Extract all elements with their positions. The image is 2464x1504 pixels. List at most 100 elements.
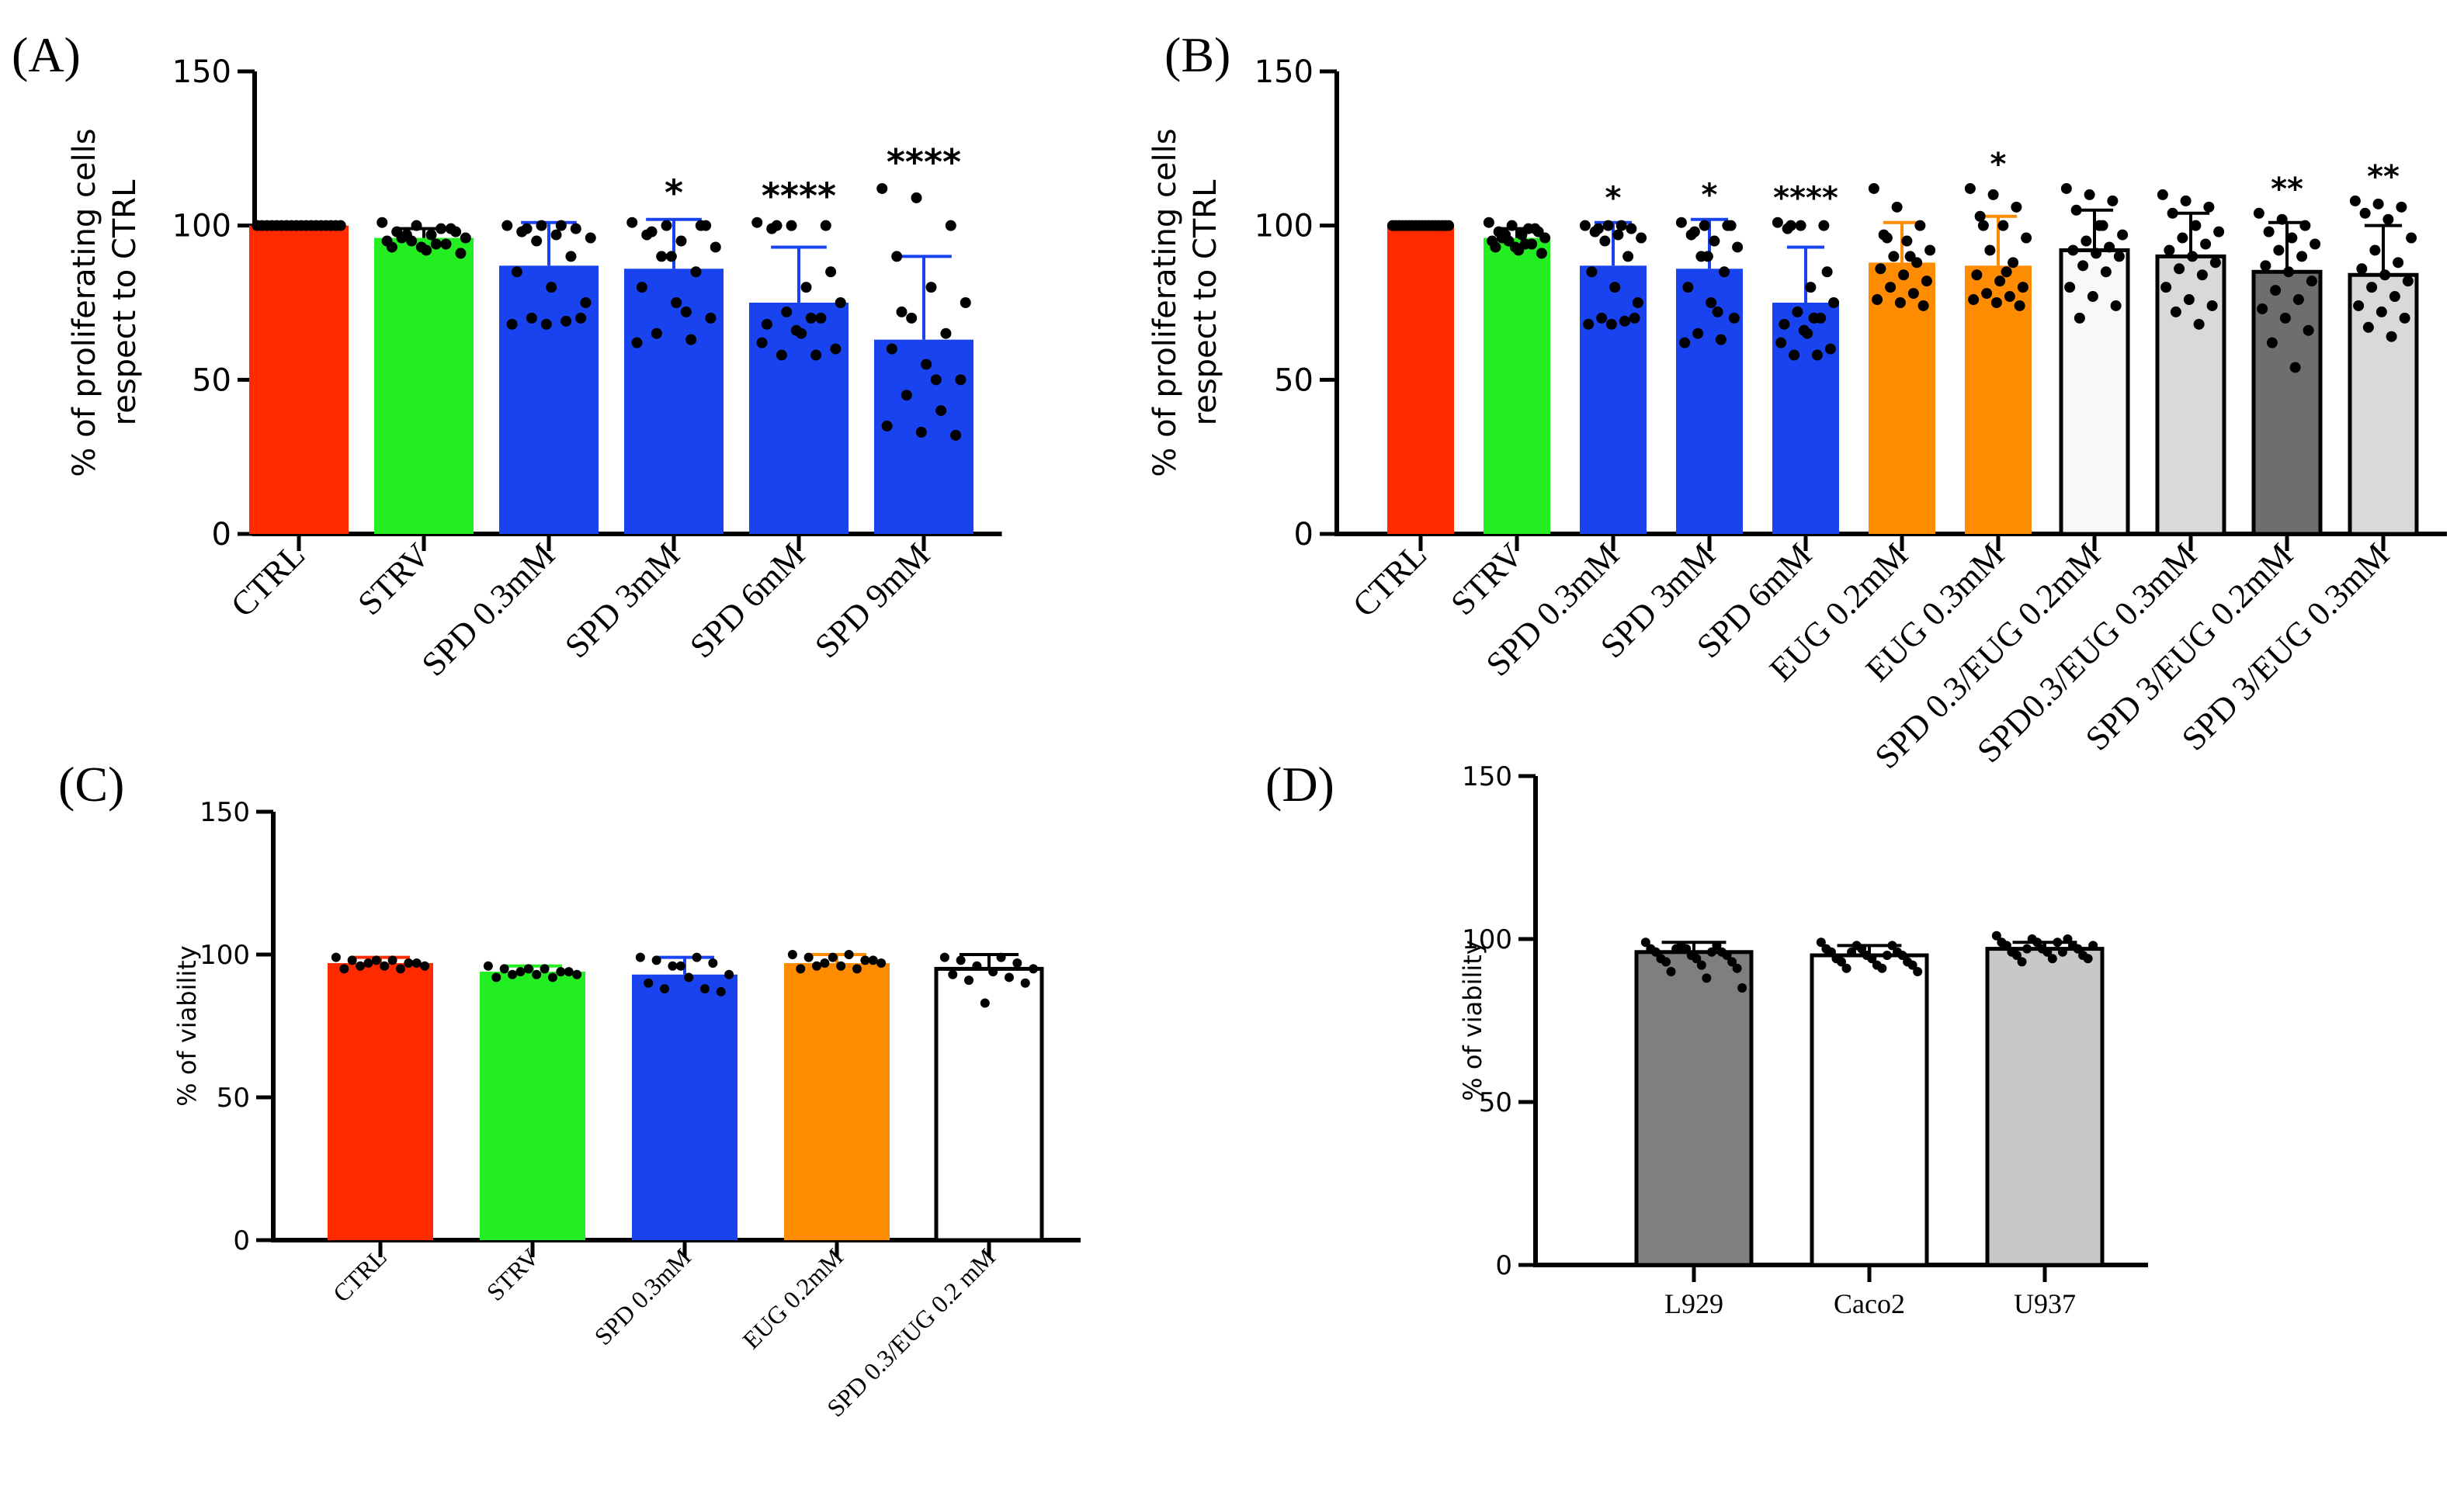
data-point (668, 961, 678, 971)
data-point (1974, 210, 1986, 222)
data-point (331, 952, 341, 962)
data-point (483, 961, 493, 971)
data-point (2083, 954, 2093, 964)
data-point (1775, 337, 1787, 348)
data-point (825, 266, 837, 278)
data-point (2022, 944, 2032, 954)
data-point (835, 297, 846, 308)
data-point (560, 315, 572, 327)
data-point (1629, 312, 1640, 324)
data-point (1847, 947, 1857, 957)
data-point (2160, 282, 2172, 293)
data-point (690, 266, 702, 278)
data-point (2042, 947, 2053, 957)
data-point (532, 969, 542, 979)
data-point (1579, 220, 1591, 231)
data-point (1671, 944, 1681, 954)
data-point (1727, 957, 1737, 967)
data-point (1020, 978, 1030, 988)
data-point (1789, 349, 1800, 361)
data-point (886, 343, 897, 355)
data-point (450, 226, 462, 237)
significance-label: * (665, 172, 683, 214)
y-tick-label: 0 (233, 1225, 250, 1256)
data-point (1990, 297, 2002, 308)
data-point (751, 217, 763, 228)
data-point (396, 232, 408, 244)
data-point (506, 318, 518, 330)
data-point (580, 297, 592, 308)
data-point (1602, 220, 1614, 231)
y-tick-label: 150 (1255, 54, 1314, 90)
data-point (2393, 257, 2404, 269)
data-point (1612, 229, 1624, 241)
data-point (2366, 282, 2378, 293)
data-point (371, 955, 381, 965)
data-point (1712, 306, 1723, 317)
data-point (1981, 288, 1993, 300)
data-point (1390, 220, 1402, 231)
data-point (1917, 300, 1929, 311)
data-point (964, 976, 974, 986)
data-point (2406, 232, 2417, 244)
significance-label: * (1990, 147, 2007, 182)
data-point (2063, 934, 2073, 944)
y-tick-label: 100 (1255, 209, 1314, 244)
data-point (635, 952, 645, 962)
data-point (1907, 288, 1919, 300)
data-point (2296, 251, 2308, 262)
data-point (2276, 213, 2288, 225)
data-point (2047, 954, 2057, 964)
data-point (2292, 294, 2304, 306)
data-point (1609, 282, 1621, 293)
y-axis-label: % of viability (172, 945, 202, 1107)
data-point (2001, 941, 2011, 951)
data-point (2193, 318, 2205, 330)
data-point (1991, 930, 2001, 941)
data-point (2170, 306, 2181, 317)
data-point (556, 967, 566, 977)
y-tick-label: 150 (200, 797, 250, 828)
y-tick-label: 100 (172, 209, 231, 244)
data-point (955, 374, 967, 386)
data-point (1702, 973, 1712, 983)
data-point (1692, 954, 1702, 964)
data-point (828, 952, 838, 962)
data-point (1719, 266, 1730, 278)
data-point (499, 964, 509, 974)
y-axis-label: % of proliferating cells (1147, 128, 1183, 476)
x-tick-label: SPD 0.3/EUG 0.2 mM (821, 1242, 1001, 1422)
data-point (1887, 941, 1897, 951)
data-point (2014, 300, 2025, 311)
data-point (1702, 251, 1713, 262)
data-point (948, 969, 958, 979)
significance-label: **** (887, 141, 961, 183)
x-tick-label: U937 (2014, 1288, 2076, 1319)
panel-label: (B) (1164, 27, 1230, 82)
data-point (1487, 235, 1498, 247)
data-point (2177, 232, 2188, 244)
data-point (2203, 201, 2215, 213)
data-point (1977, 220, 1989, 231)
data-point (2289, 362, 2301, 373)
data-point (2174, 263, 2185, 275)
data-point (2286, 232, 2298, 244)
bar (624, 269, 724, 534)
data-point (2077, 260, 2089, 272)
data-point (2091, 248, 2102, 259)
x-tick-label: SPD 6mM (682, 535, 812, 665)
data-point (1971, 269, 1983, 281)
data-point (1592, 223, 1604, 234)
data-point (1696, 960, 1706, 970)
data-point (1682, 282, 1694, 293)
data-point (881, 420, 893, 431)
data-point (776, 349, 787, 361)
data-point (540, 964, 550, 974)
data-point (820, 958, 830, 969)
data-point (1436, 220, 1448, 231)
data-point (1675, 217, 1687, 228)
data-point (896, 306, 908, 317)
bar (499, 265, 599, 534)
bar (374, 237, 474, 534)
data-point (1605, 318, 1617, 330)
